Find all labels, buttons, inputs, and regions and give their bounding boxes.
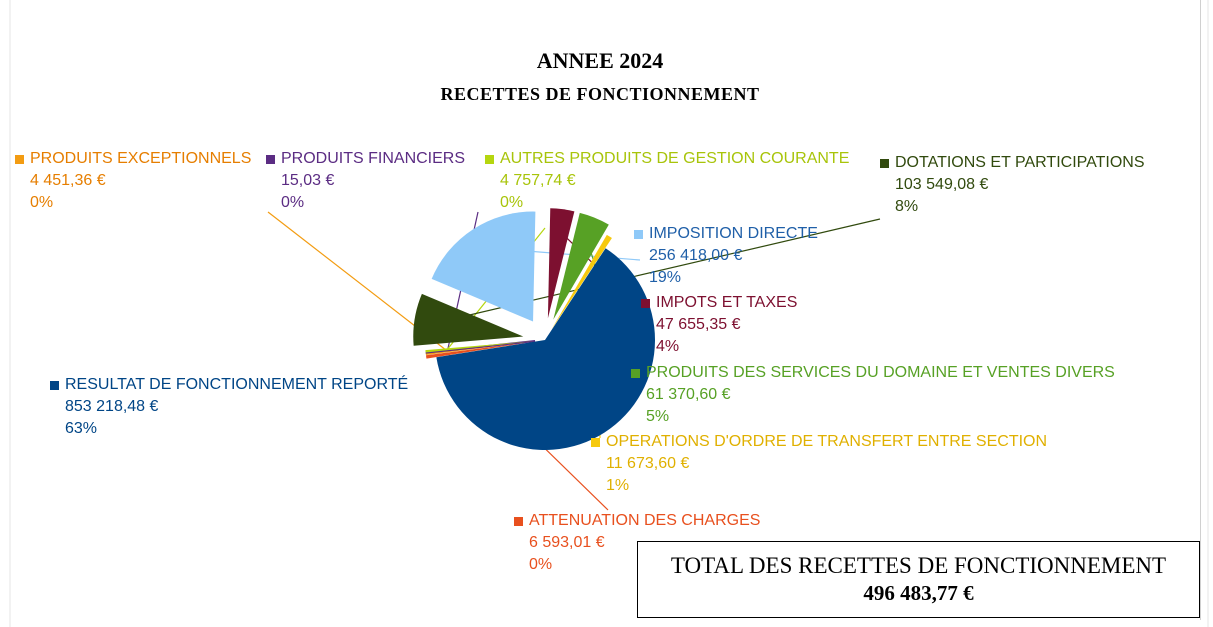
label-produits-des-services: PRODUITS DES SERVICES DU DOMAINE ET VENT… [631, 362, 1115, 428]
slice-percent: 0% [500, 194, 524, 211]
slice-name: PRODUITS FINANCIERS [281, 150, 466, 167]
label-resultat-reporte: RESULTAT DE FONCTIONNEMENT REPORTÉ 853 2… [50, 374, 408, 440]
slice-amount: 11 673,60 € [606, 455, 690, 472]
slice-name: DOTATIONS ET PARTICIPATIONS [895, 154, 1145, 171]
pie-slice-3 [425, 340, 536, 353]
label-operations-d-ordre: OPERATIONS D'ORDRE DE TRANSFERT ENTRE SE… [591, 431, 1047, 497]
total-label: TOTAL DES RECETTES DE FONCTIONNEMENT [670, 553, 1167, 578]
slice-name: ATTENUATION DES CHARGES [529, 512, 761, 529]
legend-key-financiers [266, 154, 275, 164]
slice-name: AUTRES PRODUITS DE GESTION COURANTE [500, 150, 850, 167]
slice-amount: 15,03 € [281, 172, 335, 189]
total-box: TOTAL DES RECETTES DE FONCTIONNEMENT 496… [637, 541, 1200, 618]
legend-key-autres-produits [485, 154, 494, 164]
legend-key-resultat [50, 380, 59, 390]
slice-percent: 0% [529, 556, 553, 573]
label-imposition-directe: IMPOSITION DIRECTE 256 418,00 € 19% [634, 223, 818, 289]
label-autres-produits: AUTRES PRODUITS DE GESTION COURANTE 4 75… [485, 148, 849, 214]
slice-percent: 4% [656, 338, 680, 355]
slice-percent: 1% [606, 477, 630, 494]
label-attenuation-des-charges: ATTENUATION DES CHARGES 6 593,01 € 0% [514, 510, 760, 576]
chart-area [1200, 0, 1201, 620]
slice-amount: 61 370,60 € [646, 386, 731, 403]
chart-title: ANNEE 2024 [536, 48, 664, 73]
slice-percent: 8% [895, 198, 919, 215]
legend-key-operations [591, 437, 600, 447]
slice-amount: 6 593,01 € [529, 534, 605, 551]
total-value: 496 483,77 € [863, 581, 974, 605]
slice-name: PRODUITS EXCEPTIONNELS [30, 150, 252, 167]
slice-percent: 5% [646, 408, 670, 425]
slice-amount: 103 549,08 € [895, 176, 989, 193]
slice-percent: 63% [65, 420, 98, 437]
slice-amount: 4 451,36 € [30, 172, 106, 189]
pie-slice-5 [431, 211, 536, 322]
pie-slice-8 [551, 234, 612, 330]
slice-amount: 853 218,48 € [65, 398, 159, 415]
pie-slice-7 [553, 212, 609, 320]
pie-slice-9 [436, 248, 655, 450]
pie-slice-6 [547, 208, 575, 319]
slice-amount: 256 418,00 € [649, 247, 743, 264]
label-produits-exceptionnels: PRODUITS EXCEPTIONNELS 4 451,36 € 0% [15, 148, 251, 214]
slice-percent: 0% [281, 194, 305, 211]
slice-amount: 47 655,35 € [656, 316, 741, 333]
slice-name: IMPOTS ET TAXES [656, 294, 798, 311]
label-dotations: DOTATIONS ET PARTICIPATIONS 103 549,08 €… [880, 152, 1145, 218]
slice-name: PRODUITS DES SERVICES DU DOMAINE ET VENT… [646, 364, 1115, 381]
slice-amount: 4 757,74 € [500, 172, 576, 189]
pie-slice-2 [425, 340, 536, 354]
label-impots-et-taxes: IMPOTS ET TAXES 47 655,35 € 4% [641, 292, 797, 358]
legend-key-exceptionnels [15, 154, 24, 164]
slice-percent: 0% [30, 194, 54, 211]
slice-name: IMPOSITION DIRECTE [649, 225, 818, 242]
legend-key-imposition [634, 229, 643, 239]
label-produits-financiers: PRODUITS FINANCIERS 15,03 € 0% [266, 148, 465, 214]
slice-name: RESULTAT DE FONCTIONNEMENT REPORTÉ [65, 376, 409, 393]
legend-key-dotations [880, 158, 889, 168]
legend-key-attenuation [514, 516, 523, 526]
chart-subtitle: RECETTES DE FONCTIONNEMENT [440, 84, 760, 104]
pie-slice-0 [425, 341, 536, 359]
slice-percent: 19% [649, 269, 682, 286]
pie-slice-4 [413, 293, 524, 346]
legend-key-services [631, 368, 640, 378]
slice-name: OPERATIONS D'ORDRE DE TRANSFERT ENTRE SE… [606, 433, 1048, 450]
pie-slices [413, 208, 655, 450]
legend-key-impots [641, 298, 650, 308]
